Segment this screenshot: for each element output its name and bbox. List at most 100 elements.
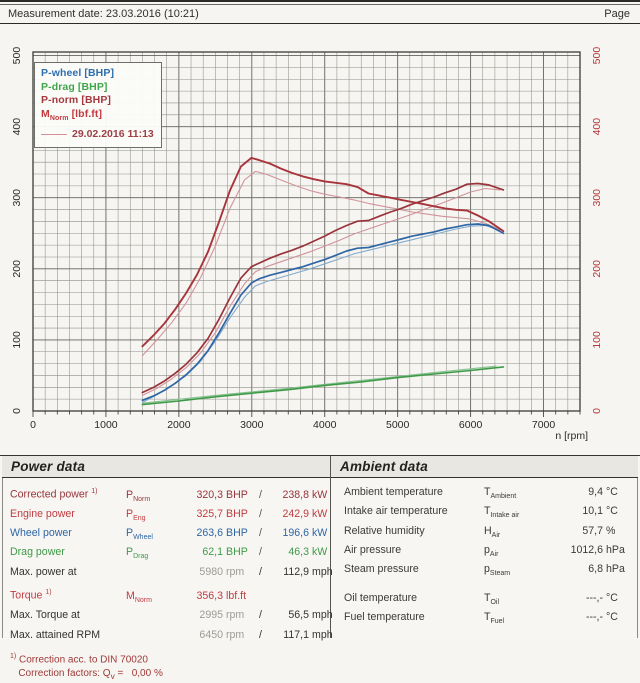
correction-footnote: 1) Correction acc. to DIN 70020 bbox=[10, 653, 148, 666]
table-row: Ambient temperature TAmbient 9,4 °C bbox=[344, 485, 632, 504]
table-cell: °C bbox=[606, 505, 618, 518]
table-cell: 112,9 bbox=[283, 565, 309, 578]
table-cell: rpm bbox=[226, 565, 245, 578]
table-cell: °C bbox=[606, 486, 618, 498]
header-rule bbox=[0, 4, 640, 5]
page-label: Page bbox=[604, 8, 630, 20]
reference-date-label: 29.02.2016 11:13 bbox=[72, 128, 154, 141]
table-cell: pAir bbox=[484, 543, 499, 559]
table-cell: Max. Torque at bbox=[10, 608, 80, 621]
table-cell: 5980 bbox=[199, 565, 223, 578]
table-cell: ---,- bbox=[585, 591, 603, 604]
table-cell: HAir bbox=[484, 524, 501, 539]
series-M-norm-torque bbox=[141, 156, 505, 348]
x-tick-label: 5000 bbox=[386, 419, 410, 431]
y-right-tick-label: 0 bbox=[591, 408, 603, 414]
power-data-header: Power data bbox=[2, 456, 330, 478]
measurement-date: Measurement date: 23.03.2016 (10:21) bbox=[8, 8, 199, 20]
y-right-tick-label: 400 bbox=[591, 118, 603, 136]
table-cell: 325,7 bbox=[196, 507, 223, 520]
table-frame-right bbox=[637, 456, 638, 638]
legend-reference-run: 29.02.2016 11:13 bbox=[41, 127, 155, 142]
table-row: Torque 1) MNorm 356,3 lbf.ft bbox=[10, 586, 322, 608]
table-cell: rpm bbox=[226, 608, 245, 621]
series-ref-torque-29.02.2016 bbox=[141, 170, 501, 357]
legend-item: P-wheel [BHP] bbox=[41, 67, 115, 79]
series-P-norm bbox=[141, 182, 505, 394]
table-cell: 46,3 bbox=[288, 546, 309, 559]
dyno-chart: 0 1000 2000 3000 4000 5000 6000 7000 n [rpm] 0 100… bbox=[0, 24, 640, 455]
table-cell: kW bbox=[312, 488, 328, 501]
table-cell: % bbox=[606, 524, 616, 537]
ambient-data-header: Ambient data bbox=[331, 456, 638, 478]
table-cell: 1012,6 bbox=[570, 543, 603, 556]
x-axis-title: n [rpm] bbox=[555, 430, 588, 442]
table-cell: 242,9 bbox=[282, 507, 309, 520]
table-frame-left bbox=[2, 456, 3, 638]
table-row: Air pressure pAir 1012,6 hPa bbox=[344, 543, 632, 562]
table-cell: kW bbox=[312, 527, 328, 540]
y-left-tick-label: 500 bbox=[11, 47, 23, 65]
table-cell: BHP bbox=[226, 488, 248, 501]
table-cell: Drag power bbox=[10, 546, 65, 559]
y-right-tick-label: 200 bbox=[591, 260, 603, 278]
table-row: Max. Torque at 2995 rpm / 56,5 mph bbox=[10, 608, 333, 622]
report-header: Measurement date: 23.03.2016 (10:21) Pag… bbox=[0, 0, 640, 24]
table-cell: Steam pressure bbox=[344, 563, 419, 576]
table-cell: 10,1 bbox=[582, 505, 603, 518]
table-cell: TFuel bbox=[484, 610, 505, 625]
table-cell: °C bbox=[606, 610, 618, 623]
ambient-data-title: Ambient data bbox=[340, 459, 428, 474]
table-cell: Corrected power 1) bbox=[10, 488, 98, 501]
series-P-drag bbox=[141, 366, 505, 406]
table-cell: / bbox=[259, 507, 262, 520]
table-cell: Air pressure bbox=[344, 543, 402, 556]
table-row: Drag power PDrag 62,1 BHP / 46,3 kW bbox=[10, 545, 327, 564]
table-cell: PWheel bbox=[126, 527, 153, 542]
legend-item: P-norm [BHP] bbox=[41, 94, 112, 106]
table-row: Max. power at 5980 rpm / 112,9 mph bbox=[10, 565, 333, 579]
table-row: Intake air temperature TIntake air 10,1 °C bbox=[344, 504, 632, 523]
table-cell: Wheel power bbox=[10, 527, 72, 540]
table-cell: BHP bbox=[226, 546, 248, 559]
table-cell: Relative humidity bbox=[344, 524, 425, 537]
x-tick-label: 2000 bbox=[167, 419, 191, 431]
table-cell: Ambient temperature bbox=[344, 486, 443, 498]
legend-item: MNorm [lbf.ft] bbox=[41, 107, 103, 122]
table-row: Relative humidity HAir 57,7% bbox=[344, 524, 632, 543]
series-ref-drag-power-29.02.2016 bbox=[141, 365, 497, 404]
power-data-title: Power data bbox=[11, 459, 86, 474]
table-cell: 196,6 bbox=[282, 527, 309, 540]
table-cell: 6,8 bbox=[588, 563, 603, 576]
table-cell: PDrag bbox=[126, 546, 149, 561]
table-cell: / bbox=[259, 527, 262, 540]
table-row: Oil temperature TOil ---,- °C bbox=[344, 591, 632, 610]
table-cell: Max. attained RPM bbox=[10, 629, 101, 642]
table-cell: 2995 bbox=[199, 608, 223, 621]
table-cell: 263,6 bbox=[196, 527, 223, 540]
x-tick-label: 7000 bbox=[532, 419, 556, 431]
table-cell: hPa bbox=[606, 543, 625, 556]
table-cell: Fuel temperature bbox=[344, 610, 425, 623]
table-cell: rpm bbox=[226, 629, 245, 642]
x-tick-label: 1000 bbox=[94, 419, 118, 431]
table-cell: BHP bbox=[226, 527, 248, 540]
table-cell: / bbox=[259, 488, 262, 501]
table-cell: PEng bbox=[126, 507, 146, 522]
table-cell: 320,3 bbox=[196, 488, 223, 501]
correction-footnote: Correction factors: Qv = 0,00 % bbox=[10, 667, 163, 681]
x-tick-label: 3000 bbox=[240, 419, 264, 431]
table-cell: TAmbient bbox=[484, 486, 517, 501]
table-divider bbox=[330, 456, 332, 638]
table-cell: mph bbox=[312, 608, 333, 621]
table-cell: / bbox=[259, 546, 262, 559]
power-data-table: Corrected power 1) PNorm 320,3 BHP/238,8 kW E… bbox=[10, 485, 333, 683]
table-cell: / bbox=[259, 565, 262, 578]
table-cell: PNorm bbox=[126, 488, 151, 503]
y-left-tick-label: 100 bbox=[11, 331, 23, 349]
table-cell: MNorm bbox=[126, 589, 152, 604]
table-cell: pSteam bbox=[484, 563, 511, 578]
table-cell: 117,1 bbox=[283, 629, 309, 642]
y-left-tick-label: 400 bbox=[11, 118, 23, 136]
table-cell: BHP bbox=[226, 507, 248, 520]
